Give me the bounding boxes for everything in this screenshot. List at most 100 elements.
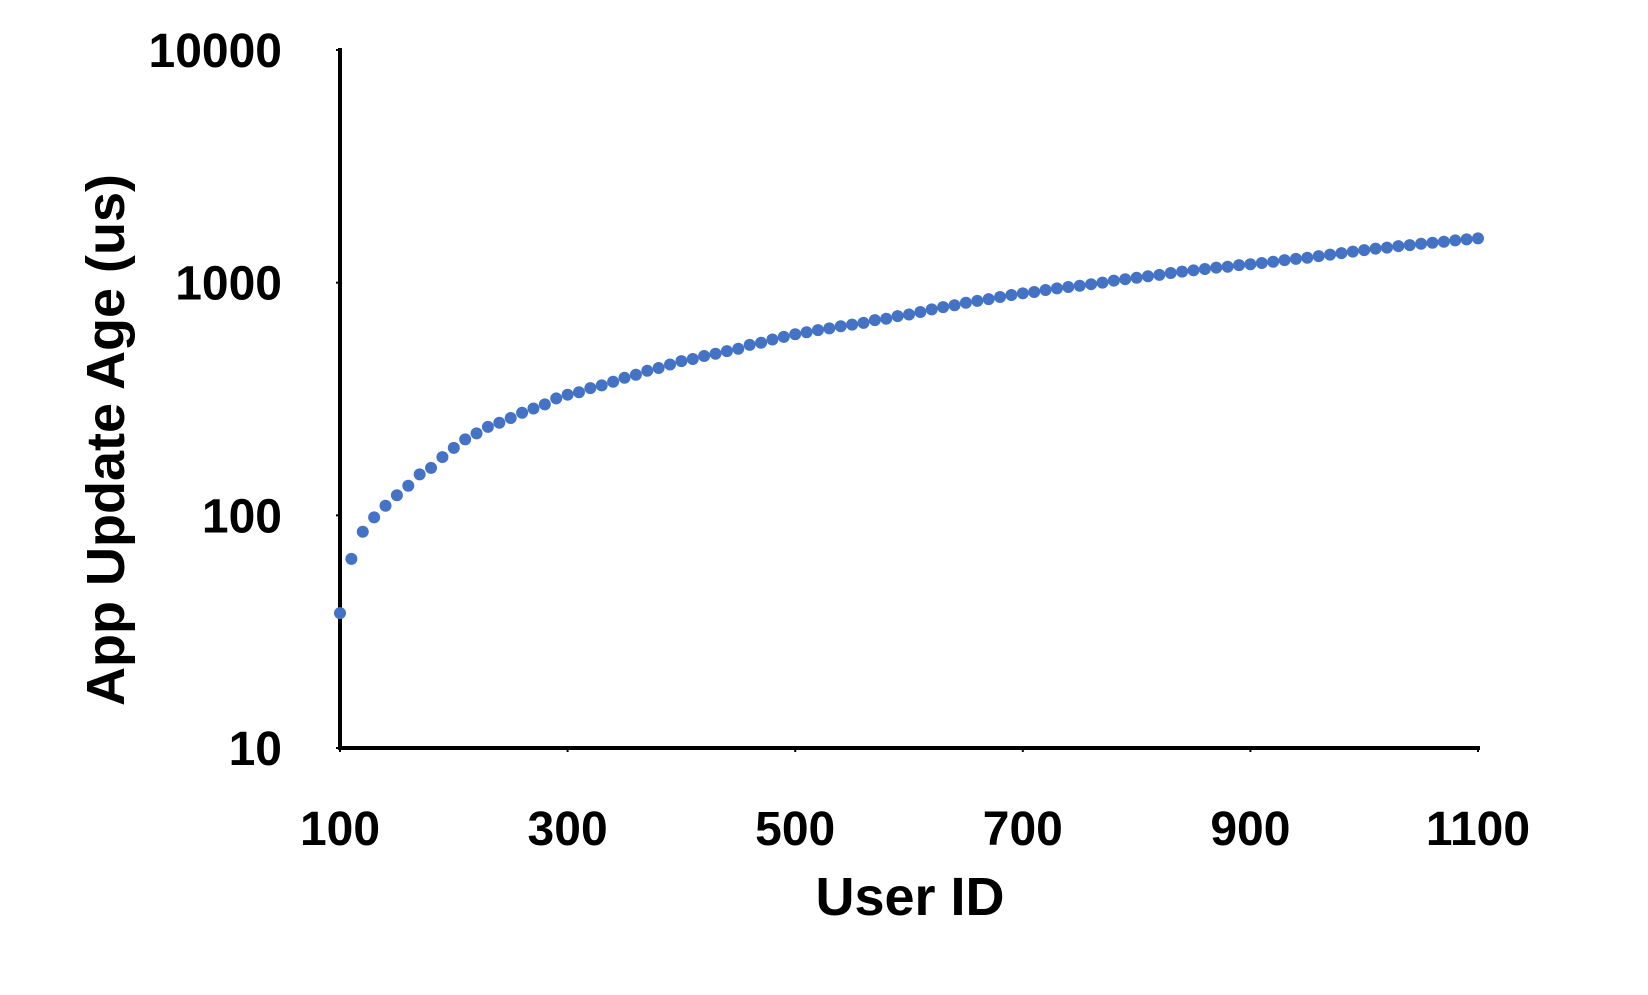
point [686, 352, 699, 365]
point [618, 371, 631, 384]
point [1198, 262, 1211, 275]
point [1278, 254, 1291, 267]
point [1289, 252, 1302, 265]
point [1233, 259, 1246, 272]
x-tick-label: 100 [300, 803, 380, 856]
point [1255, 256, 1268, 269]
point [1107, 274, 1120, 287]
point [743, 338, 756, 351]
y-tick-label: 10 [229, 723, 282, 776]
point [1426, 236, 1439, 249]
point [1085, 278, 1098, 291]
point [732, 342, 745, 355]
x-tick-label: 1100 [1426, 803, 1530, 856]
y-tick-label: 10000 [149, 25, 282, 78]
point [709, 347, 722, 360]
point [982, 293, 995, 306]
point [550, 392, 563, 405]
point [1153, 268, 1166, 281]
x-tick-label: 900 [1210, 803, 1290, 856]
point [1164, 267, 1177, 280]
point [1119, 273, 1132, 286]
point [698, 349, 711, 362]
x-axis-label: User ID [815, 867, 1004, 927]
point [846, 318, 859, 331]
point [959, 296, 972, 309]
point [880, 312, 893, 325]
y-tick-label: 1000 [175, 258, 282, 311]
point [1392, 240, 1405, 253]
point [1472, 232, 1484, 245]
point [1005, 289, 1018, 302]
point [777, 330, 790, 343]
point [561, 388, 574, 401]
point [402, 479, 415, 492]
point [914, 306, 927, 319]
point [436, 451, 449, 464]
point [584, 382, 597, 395]
point [925, 303, 938, 316]
point [857, 316, 870, 329]
x-tick-label: 700 [983, 803, 1063, 856]
point [948, 299, 961, 312]
point [1176, 265, 1189, 278]
point [652, 361, 665, 374]
point [470, 427, 483, 440]
point [629, 368, 642, 381]
point [1437, 235, 1450, 248]
point [1062, 281, 1075, 294]
point [1301, 251, 1314, 264]
point [1073, 279, 1086, 292]
point [459, 433, 472, 446]
point [516, 406, 529, 419]
point [1187, 264, 1200, 277]
point [1039, 283, 1052, 296]
x-tick-label: 300 [528, 803, 608, 856]
point [789, 328, 802, 341]
point [447, 441, 460, 454]
point [1016, 287, 1029, 300]
point [345, 552, 358, 565]
point [379, 499, 392, 512]
point [720, 345, 733, 358]
point [1460, 233, 1473, 246]
point [755, 336, 768, 349]
point [481, 420, 494, 433]
point [766, 333, 779, 346]
point [607, 375, 620, 388]
point [425, 461, 438, 474]
point [800, 326, 813, 339]
point [538, 398, 551, 411]
point [1221, 260, 1234, 273]
point [1141, 270, 1154, 283]
point [356, 525, 369, 538]
point [1028, 285, 1041, 298]
point [1050, 282, 1063, 295]
y-axis-label: App Update Age (us) [76, 174, 136, 706]
point [504, 412, 517, 425]
point [390, 489, 403, 502]
point [334, 607, 346, 620]
y-tick-label: 100 [202, 490, 282, 543]
point [994, 290, 1007, 303]
point [868, 314, 881, 327]
point [1312, 250, 1325, 263]
point [413, 468, 426, 481]
point [937, 301, 950, 314]
point [527, 402, 540, 415]
point [675, 355, 688, 368]
point [891, 310, 904, 323]
point [834, 320, 847, 333]
point [1369, 242, 1382, 255]
point [1449, 234, 1462, 247]
point [1346, 245, 1359, 258]
point [1335, 247, 1348, 260]
point [595, 379, 608, 392]
point [1130, 271, 1143, 284]
point [641, 364, 654, 377]
point [1324, 248, 1337, 261]
point [1415, 237, 1428, 250]
point [368, 511, 381, 524]
point [903, 308, 915, 321]
